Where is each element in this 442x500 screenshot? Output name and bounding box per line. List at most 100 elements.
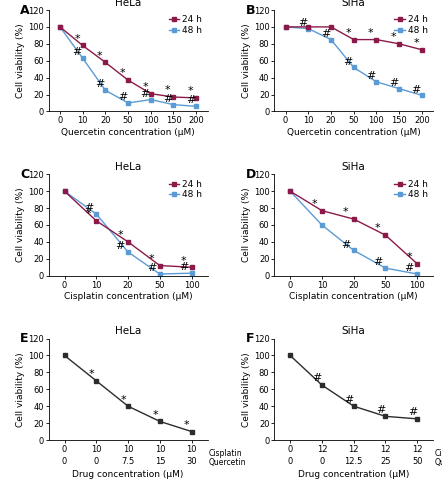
Text: *: * xyxy=(149,254,155,264)
Text: #: # xyxy=(179,262,188,272)
Text: *: * xyxy=(165,86,171,96)
Text: 0: 0 xyxy=(94,456,99,466)
Text: #: # xyxy=(141,88,150,99)
Text: *: * xyxy=(345,28,351,38)
24 h xyxy=(283,24,288,30)
Text: *: * xyxy=(407,252,412,262)
48 h xyxy=(57,24,63,30)
Text: *: * xyxy=(121,394,126,404)
Text: *: * xyxy=(181,256,187,266)
Y-axis label: Cell viability (%): Cell viability (%) xyxy=(16,24,25,98)
Text: Cisplatin: Cisplatin xyxy=(209,449,243,458)
24 h xyxy=(306,24,311,30)
Text: 0: 0 xyxy=(288,456,293,466)
24 h xyxy=(189,264,194,270)
Text: Drug concentration (μM): Drug concentration (μM) xyxy=(72,470,184,480)
48 h xyxy=(319,222,324,228)
Text: #: # xyxy=(72,48,82,58)
Text: 0: 0 xyxy=(62,456,67,466)
Text: #: # xyxy=(312,374,322,384)
Text: #: # xyxy=(389,78,398,88)
Legend: 24 h, 48 h: 24 h, 48 h xyxy=(393,179,429,200)
Text: 12.5: 12.5 xyxy=(344,456,363,466)
Text: *: * xyxy=(120,68,125,78)
48 h xyxy=(419,92,424,98)
Y-axis label: Cell viability (%): Cell viability (%) xyxy=(242,24,251,98)
48 h xyxy=(126,249,131,255)
Text: #: # xyxy=(404,263,414,273)
24 h xyxy=(319,208,324,214)
48 h xyxy=(189,270,194,276)
Text: C: C xyxy=(20,168,29,181)
24 h xyxy=(157,262,163,268)
Text: #: # xyxy=(298,18,307,28)
Text: #: # xyxy=(115,241,125,251)
24 h xyxy=(126,239,131,245)
48 h xyxy=(351,64,356,70)
Text: #: # xyxy=(343,56,353,66)
Line: 24 h: 24 h xyxy=(57,24,198,101)
Text: *: * xyxy=(413,38,419,48)
Text: 7.5: 7.5 xyxy=(122,456,135,466)
24 h xyxy=(287,188,293,194)
Title: SiHa: SiHa xyxy=(342,326,366,336)
Text: *: * xyxy=(117,230,123,240)
Text: *: * xyxy=(86,209,91,219)
X-axis label: Cisplatin concentration (μM): Cisplatin concentration (μM) xyxy=(64,292,192,302)
Line: 24 h: 24 h xyxy=(283,24,424,52)
24 h xyxy=(383,232,388,238)
Text: #: # xyxy=(412,84,421,94)
24 h xyxy=(103,60,108,66)
24 h xyxy=(419,46,424,52)
Y-axis label: Cell viability (%): Cell viability (%) xyxy=(242,352,251,426)
48 h xyxy=(283,24,288,30)
Text: *: * xyxy=(97,50,103,60)
Text: #: # xyxy=(84,203,93,213)
Y-axis label: Cell viability (%): Cell viability (%) xyxy=(16,188,25,262)
Text: *: * xyxy=(184,420,190,430)
Text: D: D xyxy=(246,168,256,181)
Text: #: # xyxy=(186,96,195,106)
Title: HeLa: HeLa xyxy=(115,326,141,336)
24 h xyxy=(126,77,131,83)
Text: #: # xyxy=(341,240,351,250)
Text: Cisplatin: Cisplatin xyxy=(435,449,442,458)
Title: SiHa: SiHa xyxy=(342,162,366,172)
48 h xyxy=(306,26,311,32)
Line: 48 h: 48 h xyxy=(288,189,420,276)
Text: B: B xyxy=(246,4,255,17)
Title: HeLa: HeLa xyxy=(115,0,141,8)
Text: 0: 0 xyxy=(319,456,324,466)
Text: #: # xyxy=(118,92,127,102)
48 h xyxy=(80,55,85,61)
Line: 48 h: 48 h xyxy=(57,24,198,109)
24 h xyxy=(328,24,334,30)
24 h xyxy=(374,36,379,43)
X-axis label: Quercetin concentration (μM): Quercetin concentration (μM) xyxy=(287,128,421,137)
48 h xyxy=(103,88,108,94)
24 h xyxy=(94,218,99,224)
Text: *: * xyxy=(142,82,148,92)
X-axis label: Cisplatin concentration (μM): Cisplatin concentration (μM) xyxy=(290,292,418,302)
Text: 15: 15 xyxy=(155,456,165,466)
Line: 24 h: 24 h xyxy=(288,189,420,266)
Text: #: # xyxy=(163,94,172,104)
Text: *: * xyxy=(375,224,381,234)
48 h xyxy=(351,248,356,254)
24 h xyxy=(351,36,356,43)
48 h xyxy=(126,100,131,106)
48 h xyxy=(94,211,99,217)
48 h xyxy=(415,271,420,277)
Text: Drug concentration (μM): Drug concentration (μM) xyxy=(298,470,409,480)
Y-axis label: Cell viability (%): Cell viability (%) xyxy=(242,188,251,262)
Text: #: # xyxy=(366,71,375,81)
Text: #: # xyxy=(95,80,104,90)
48 h xyxy=(148,96,153,102)
Text: *: * xyxy=(368,28,373,38)
24 h xyxy=(351,216,356,222)
24 h xyxy=(194,95,199,101)
24 h xyxy=(148,90,153,96)
Text: Quercetin: Quercetin xyxy=(435,458,442,466)
48 h xyxy=(157,271,163,277)
Legend: 24 h, 48 h: 24 h, 48 h xyxy=(168,179,203,200)
